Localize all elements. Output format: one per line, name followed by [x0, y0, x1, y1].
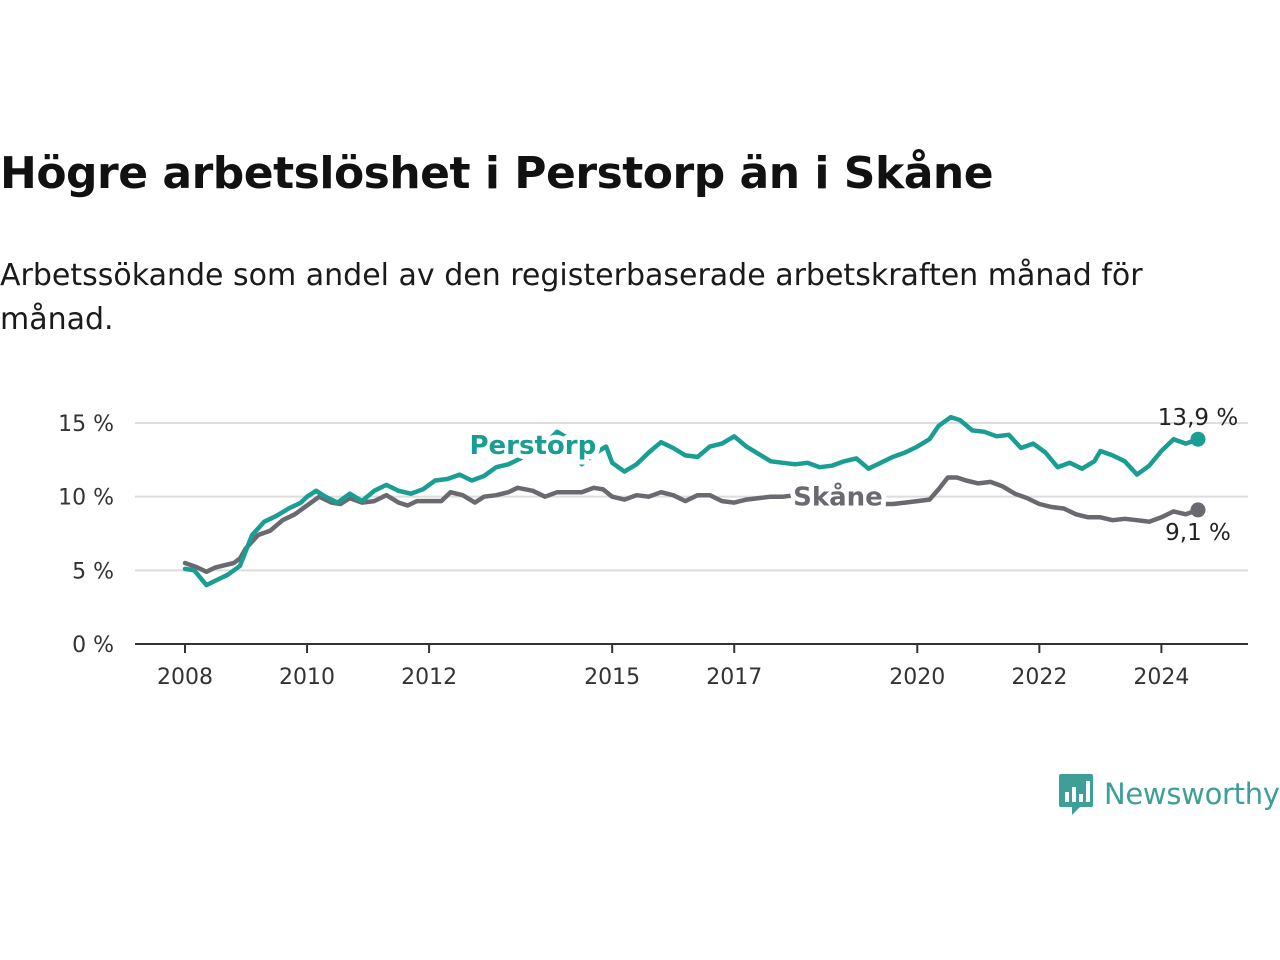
newsworthy-brand-name: Newsworthy: [1104, 777, 1280, 811]
x-tick-label: 2017: [706, 665, 762, 690]
x-tick-label: 2010: [279, 665, 335, 690]
y-axis: 0 % 5 % 10 % 15 %: [58, 412, 114, 658]
series-end-dot-perstorp: [1190, 431, 1206, 447]
y-tick-label: 0 %: [72, 633, 114, 658]
y-tick-label: 5 %: [72, 559, 114, 584]
series-label-halo-sk-ne: Skåne: [793, 481, 883, 513]
x-tick-label: 2024: [1133, 665, 1189, 690]
newsworthy-logo: Newsworthy: [1058, 772, 1280, 816]
x-tick-label: 2020: [889, 665, 945, 690]
newsworthy-logo-icon: [1059, 774, 1093, 815]
series-label-perstorp: Perstorp: [469, 431, 596, 461]
x-tick-label: 2022: [1011, 665, 1067, 690]
series-label-halo-perstorp: Perstorp: [469, 431, 596, 461]
series-line-sk-ne: [182, 475, 1201, 575]
x-tick-label: 2012: [401, 665, 457, 690]
y-tick-label: 15 %: [58, 412, 114, 437]
chart-title: Högre arbetslöshet i Perstorp än i Skåne: [0, 148, 994, 199]
x-tick-label: 2015: [584, 665, 640, 690]
chart-subtitle: Arbetssökande som andel av den registerb…: [0, 258, 1143, 337]
series-label-sk-ne: Skåne: [793, 481, 883, 513]
line-chart: 0 %5 %10 %15 % 2008 2010 2012 2015 2017 2020 2…: [58, 405, 1248, 690]
x-tick-label: 2008: [157, 665, 213, 690]
end-value-label-perstorp: 13,9 %: [1158, 405, 1238, 431]
x-axis: 2008 2010 2012 2015 2017 2020 2022 2024: [157, 644, 1189, 690]
series-end-dot-sk-ne: [1190, 502, 1206, 518]
series-lines: [182, 414, 1206, 588]
y-tick-label: 10 %: [58, 486, 114, 511]
end-value-label-sk-ne: 9,1 %: [1165, 520, 1231, 546]
series-line-perstorp: [182, 414, 1201, 588]
